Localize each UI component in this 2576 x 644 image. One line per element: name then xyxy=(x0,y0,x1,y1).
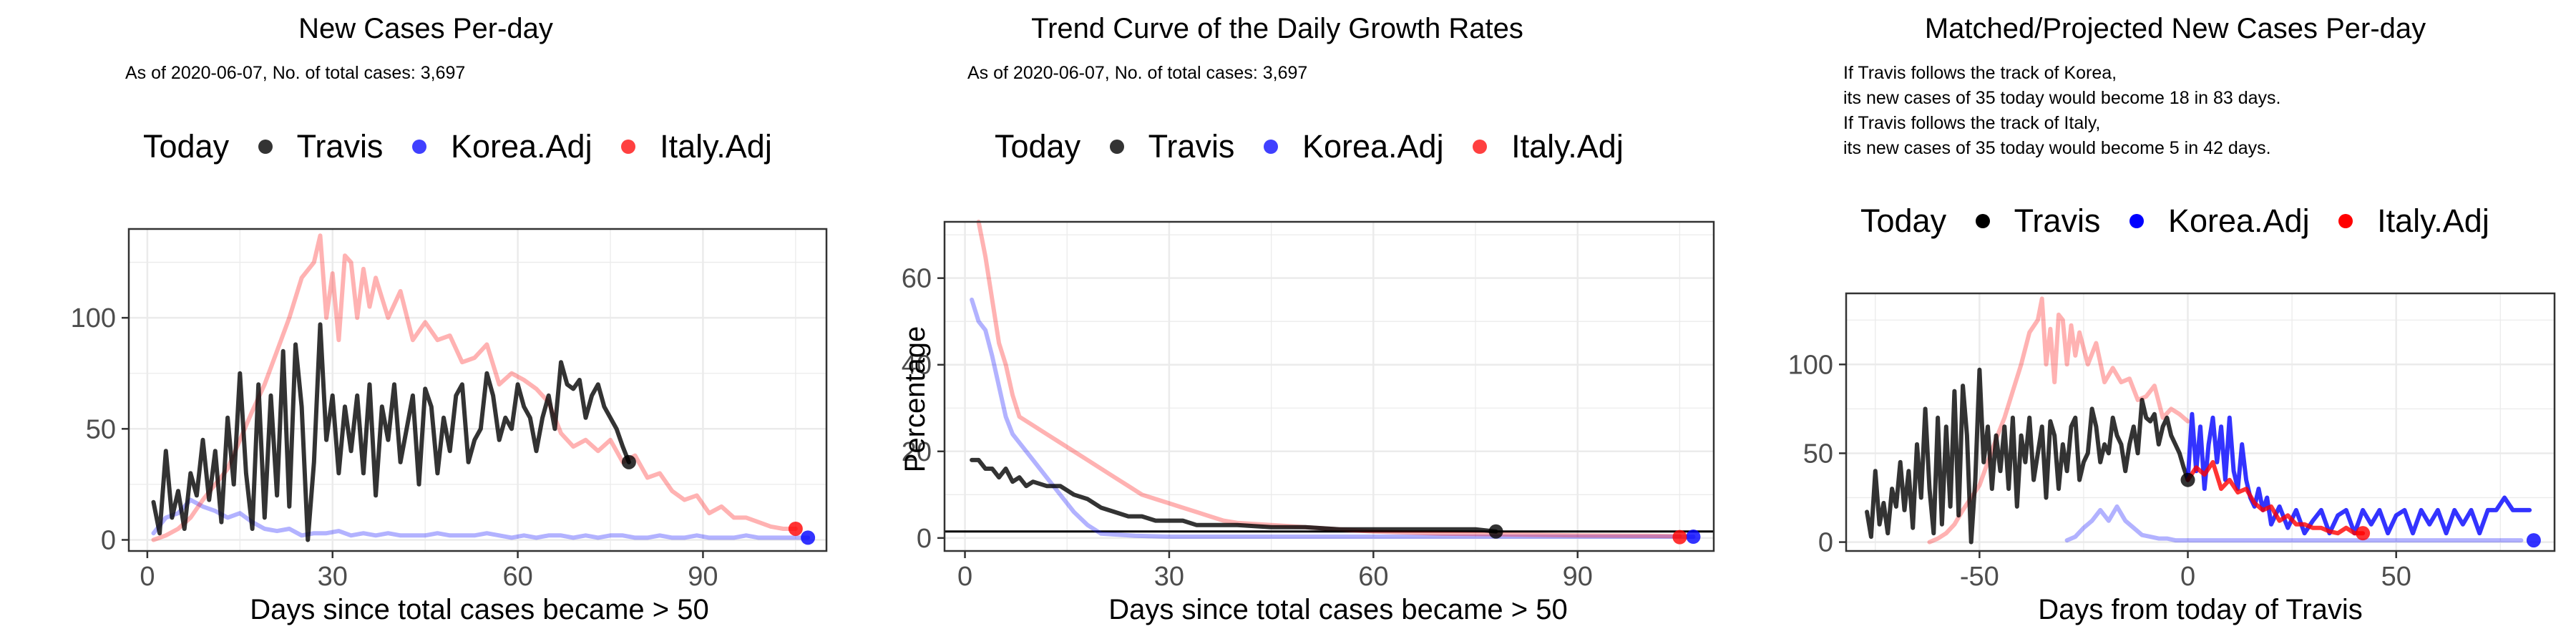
chart-plot: 0 30 60 90 0 20 40 60 xyxy=(902,220,1715,592)
today-marker-korea xyxy=(801,530,816,545)
series-line-travis xyxy=(970,457,1498,534)
x-tick-label: 30 xyxy=(318,562,348,592)
y-tick-label: 50 xyxy=(86,414,116,444)
today-marker-korea xyxy=(1686,530,1701,545)
y-tick-label: 100 xyxy=(1788,350,1833,380)
legend-label-travis: Travis xyxy=(296,128,384,165)
x-axis-label: Days since total cases became > 50 xyxy=(250,594,709,625)
legend-label-travis: Travis xyxy=(2014,203,2101,240)
panel-new-cases: New Cases Per-day As of 2020-06-07, No. … xyxy=(0,0,859,644)
panel-projected-cases: Matched/Projected New Cases Per-day If T… xyxy=(1717,0,2576,644)
x-tick-label: 60 xyxy=(1358,562,1388,592)
legend-dot-travis xyxy=(258,140,273,155)
series-line-italyadj xyxy=(976,220,1682,539)
legend: Today Travis Korea.Adj Italy.Adj xyxy=(995,126,1624,165)
legend-label-travis: Travis xyxy=(1148,128,1235,165)
series-line-travis xyxy=(1865,367,2190,545)
x-tick-label: 90 xyxy=(688,562,718,592)
legend-dot-korea xyxy=(2129,214,2144,229)
x-axis-label: Days from today of Travis xyxy=(2038,594,2363,625)
series-line-travis xyxy=(151,322,631,542)
y-tick-label: 60 xyxy=(902,264,932,294)
legend-dot-travis xyxy=(1975,214,1990,229)
legend-dot-italy xyxy=(621,140,636,155)
today-marker-italy xyxy=(2356,526,2371,541)
y-tick-label: 20 xyxy=(902,437,932,467)
legend-label-korea: Korea.Adj xyxy=(2167,203,2310,240)
x-tick-label: 0 xyxy=(957,562,972,592)
legend-title: Today xyxy=(995,128,1081,165)
legend-dot-italy xyxy=(1473,140,1488,155)
x-tick-label: 90 xyxy=(1563,562,1593,592)
y-tick-label: 40 xyxy=(902,351,932,381)
y-tick-label: 0 xyxy=(1818,528,1833,558)
plot-border xyxy=(943,220,1715,552)
legend-dot-travis xyxy=(1109,140,1124,155)
chart-note-line: its new cases of 35 today would become 5… xyxy=(1843,138,2271,158)
x-tick-label: 50 xyxy=(2381,562,2411,592)
plot-border xyxy=(127,228,828,552)
legend-label-italy: Italy.Adj xyxy=(2377,203,2489,240)
series-line-italyadj xyxy=(2185,459,2366,536)
today-marker-korea xyxy=(2526,533,2541,548)
series-line-italyadj xyxy=(1927,296,2190,545)
y-tick-label: 100 xyxy=(71,303,116,333)
today-marker-italy xyxy=(1672,530,1687,545)
today-marker-italy xyxy=(788,521,803,536)
x-tick-label: 0 xyxy=(2180,562,2195,592)
y-axis-label: Percentage xyxy=(899,326,931,473)
grid xyxy=(129,229,826,551)
legend-dot-korea xyxy=(1263,140,1278,155)
series-line-koreaadj xyxy=(2064,504,2524,543)
chart-note-line: its new cases of 35 today would become 1… xyxy=(1843,88,2281,108)
legend: Today Travis Korea.Adj Italy.Adj xyxy=(1860,200,2489,240)
today-marker-travis xyxy=(1488,524,1503,539)
legend-title: Today xyxy=(143,128,230,165)
chart-title: Matched/Projected New Cases Per-day xyxy=(1924,13,2426,44)
legend-dot-korea xyxy=(411,140,426,155)
series-line-koreaadj xyxy=(151,497,811,540)
legend-label-italy: Italy.Adj xyxy=(660,128,772,165)
x-axis-label: Days since total cases became > 50 xyxy=(1108,594,1568,625)
panel-growth-rates: Trend Curve of the Daily Growth Rates As… xyxy=(859,0,1717,644)
series-line-koreaadj xyxy=(970,297,1696,539)
x-tick-label: -50 xyxy=(1960,562,1999,592)
chart-plot: -50 0 50 0 50 100 xyxy=(1788,292,2556,592)
chart-title: New Cases Per-day xyxy=(298,13,553,44)
chart-plot: 0 30 60 90 0 50 100 xyxy=(71,228,828,592)
y-tick-label: 0 xyxy=(101,525,116,555)
legend-label-korea: Korea.Adj xyxy=(450,128,592,165)
legend-label-italy: Italy.Adj xyxy=(1511,128,1624,165)
plot-border xyxy=(1845,292,2556,552)
x-tick-label: 60 xyxy=(502,562,532,592)
today-marker-travis xyxy=(621,454,636,469)
x-tick-label: 30 xyxy=(1154,562,1184,592)
y-tick-label: 0 xyxy=(917,524,932,554)
series-line-italyadj xyxy=(151,233,798,542)
legend: Today Travis Korea.Adj Italy.Adj xyxy=(143,126,772,165)
chart-title: Trend Curve of the Daily Growth Rates xyxy=(1031,13,1523,44)
legend-label-korea: Korea.Adj xyxy=(1302,128,1444,165)
chart-subtitle: As of 2020-06-07, No. of total cases: 3,… xyxy=(125,63,466,83)
today-marker-travis xyxy=(2180,472,2195,487)
chart-note-line: If Travis follows the track of Korea, xyxy=(1843,63,2117,83)
chart-note-line: If Travis follows the track of Italy, xyxy=(1843,113,2101,133)
legend-title: Today xyxy=(1860,203,1947,240)
series-line-koreaadj xyxy=(2185,411,2532,536)
legend-dot-italy xyxy=(2338,214,2353,229)
chart-subtitle: As of 2020-06-07, No. of total cases: 3,… xyxy=(967,63,1308,83)
x-tick-label: 0 xyxy=(140,562,155,592)
y-tick-label: 50 xyxy=(1803,439,1833,469)
grid xyxy=(945,222,1714,551)
